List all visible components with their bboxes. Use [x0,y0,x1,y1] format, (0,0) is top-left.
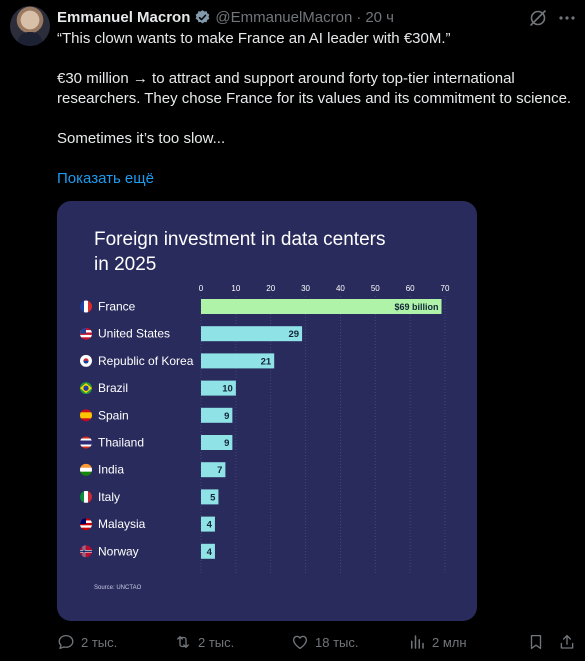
x-tick-label: 0 [199,284,204,293]
tweet-header: Emmanuel Macron @EmmanuelMacron · 20 ч [57,7,394,27]
views-count: 2 млн [432,634,467,650]
share-icon [560,634,574,649]
chart-source: Source: UNCTAO [94,585,142,591]
reply-count: 2 тыс. [81,634,118,650]
share-button[interactable] [558,631,582,653]
data-label: 29 [289,329,300,340]
author-name[interactable]: Emmanuel Macron [57,8,191,26]
x-tick-label: 50 [371,284,380,293]
flag-icon [80,518,92,531]
bar [201,462,226,478]
grok-icon[interactable] [528,8,548,28]
data-label: 10 [222,384,233,395]
like-icon [292,635,308,650]
tweet-text-line-2: €30 million → to attract and support aro… [57,70,572,107]
data-label: 7 [217,465,222,476]
reply-button[interactable]: 2 тыс. [57,631,117,653]
x-tick-label: 20 [266,284,275,293]
flag-icon [80,490,92,503]
x-tick-label: 10 [231,284,240,293]
tweet-time[interactable]: 20 ч [365,8,394,26]
flag-icon [80,436,92,449]
category-label: United States [98,327,170,341]
category-label: Italy [98,490,120,504]
x-tick-label: 70 [441,284,450,293]
category-label: Brazil [98,381,128,395]
flag-icon [80,354,92,367]
tweet-text: “This clown wants to make France an AI l… [57,29,577,149]
category-label: Thailand [98,436,144,450]
tweet-text-line-1: “This clown wants to make France an AI l… [57,30,451,47]
bar [201,516,215,532]
like-button[interactable]: 18 тыс. [291,631,358,653]
flag-icon [80,300,92,313]
action-bar: 2 тыс. 2 тыс. 18 тыс. 2 млн [0,631,585,653]
category-label: Malaysia [98,517,146,531]
flag-icon [80,382,92,395]
retweet-icon [177,636,189,648]
bar [201,353,275,369]
bar [201,299,442,314]
bar [201,489,219,505]
flag-icon [80,463,92,476]
data-label: 4 [207,547,213,558]
reply-icon [58,634,74,650]
more-icon[interactable] [557,8,577,28]
retweet-count: 2 тыс. [198,634,235,650]
bar [201,326,303,342]
data-label: 4 [207,520,213,531]
category-label: France [98,300,136,314]
bookmark-icon [530,634,542,650]
flag-icon [80,545,92,558]
bar [201,380,236,396]
category-label: Spain [98,408,129,422]
data-label: $69 billion [394,302,438,312]
views-button[interactable]: 2 млн [408,631,467,653]
data-label: 5 [210,492,216,503]
flag-icon [80,327,92,340]
bar-chart: 0 10 20 30 40 50 60 70 France $69 billion United S… [80,284,450,573]
retweet-button[interactable]: 2 тыс. [174,631,234,653]
x-tick-label: 60 [406,284,415,293]
category-label: India [98,463,124,477]
x-tick-label: 30 [301,284,310,293]
media-image[interactable]: 0 10 20 30 40 50 60 70 France $69 billion United S… [57,201,477,621]
tweet-text-line-3: Sometimes it’s too slow... [57,130,226,147]
data-label: 21 [261,356,272,367]
avatar[interactable] [10,6,50,46]
bar [201,407,233,423]
author-handle[interactable]: @EmmanuelMacron [215,8,353,26]
views-icon [411,635,424,649]
like-count: 18 тыс. [315,634,359,650]
flag-icon [80,409,92,422]
category-label: Norway [98,544,139,558]
chart-title: Foreign investment in data centers in 20… [94,229,386,275]
category-label: Republic of Korea [98,354,194,368]
bar [201,543,215,559]
bar [201,435,233,450]
bookmark-button[interactable] [527,631,551,653]
data-label: 9 [224,411,229,422]
show-more-link[interactable]: Показать ещё [57,170,154,187]
x-tick-label: 40 [336,284,345,293]
header-separator: · [356,8,362,26]
data-label: 9 [224,438,229,449]
verified-badge-icon [194,9,211,26]
